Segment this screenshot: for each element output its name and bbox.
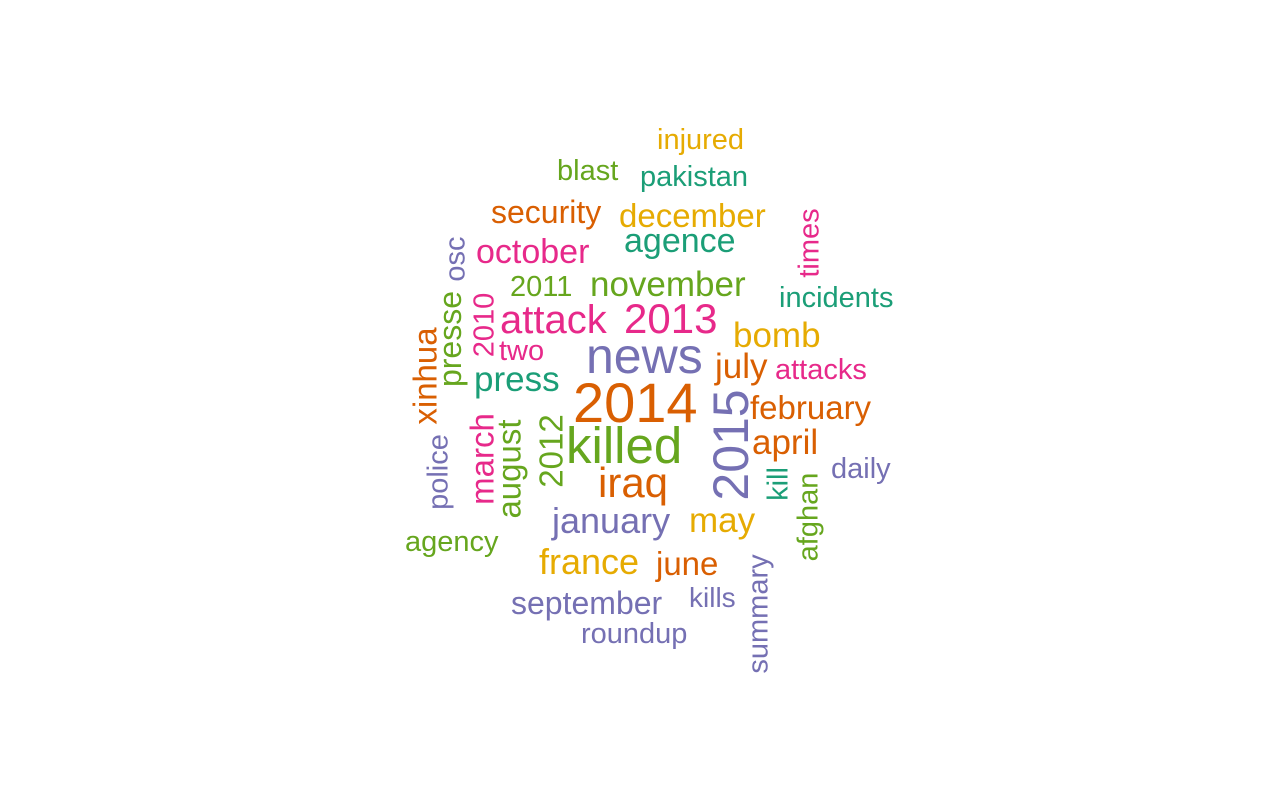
word-january: january [552,500,671,541]
word-iraq: iraq [598,459,669,506]
word-summary: summary [742,554,775,674]
word-attack: attack [500,298,607,342]
word-security: security [491,194,602,230]
word-august: august [490,419,528,519]
word-november: november [590,265,746,304]
word-2015: 2015 [703,389,759,501]
word-agence: agence [624,222,736,260]
word-2011: 2011 [510,271,573,303]
word-two: two [499,335,545,367]
word-police: police [422,434,455,510]
word-september: september [511,585,663,621]
word-october: october [476,233,590,271]
word-2013: 2013 [624,295,718,342]
word-news: news [586,328,703,384]
word-kill: kill [762,467,795,501]
word-press: press [474,360,560,399]
word-agency: agency [405,526,499,558]
word-france: france [539,541,640,582]
word-blast: blast [557,155,619,187]
word-xinhua: xinhua [406,327,444,425]
word-attacks: attacks [775,354,867,386]
word-killed: killed [566,417,683,474]
word-kills: kills [689,582,736,613]
word-times: times [793,208,826,278]
word-daily: daily [831,453,891,485]
word-pakistan: pakistan [640,161,749,193]
word-june: june [656,545,719,582]
word-april: april [752,423,819,462]
word-roundup: roundup [581,618,688,650]
word-afghan: afghan [792,472,825,562]
word-december: december [619,197,766,234]
word-july: july [715,347,768,386]
word-injured: injured [657,124,745,156]
word-february: february [750,389,872,426]
word-osc: osc [439,236,472,282]
word-2012: 2012 [532,414,570,488]
word-may: may [689,501,756,540]
word-incidents: incidents [779,282,894,314]
word-2010: 2010 [468,292,501,358]
word-bomb: bomb [733,316,821,355]
word-2014: 2014 [573,371,698,434]
